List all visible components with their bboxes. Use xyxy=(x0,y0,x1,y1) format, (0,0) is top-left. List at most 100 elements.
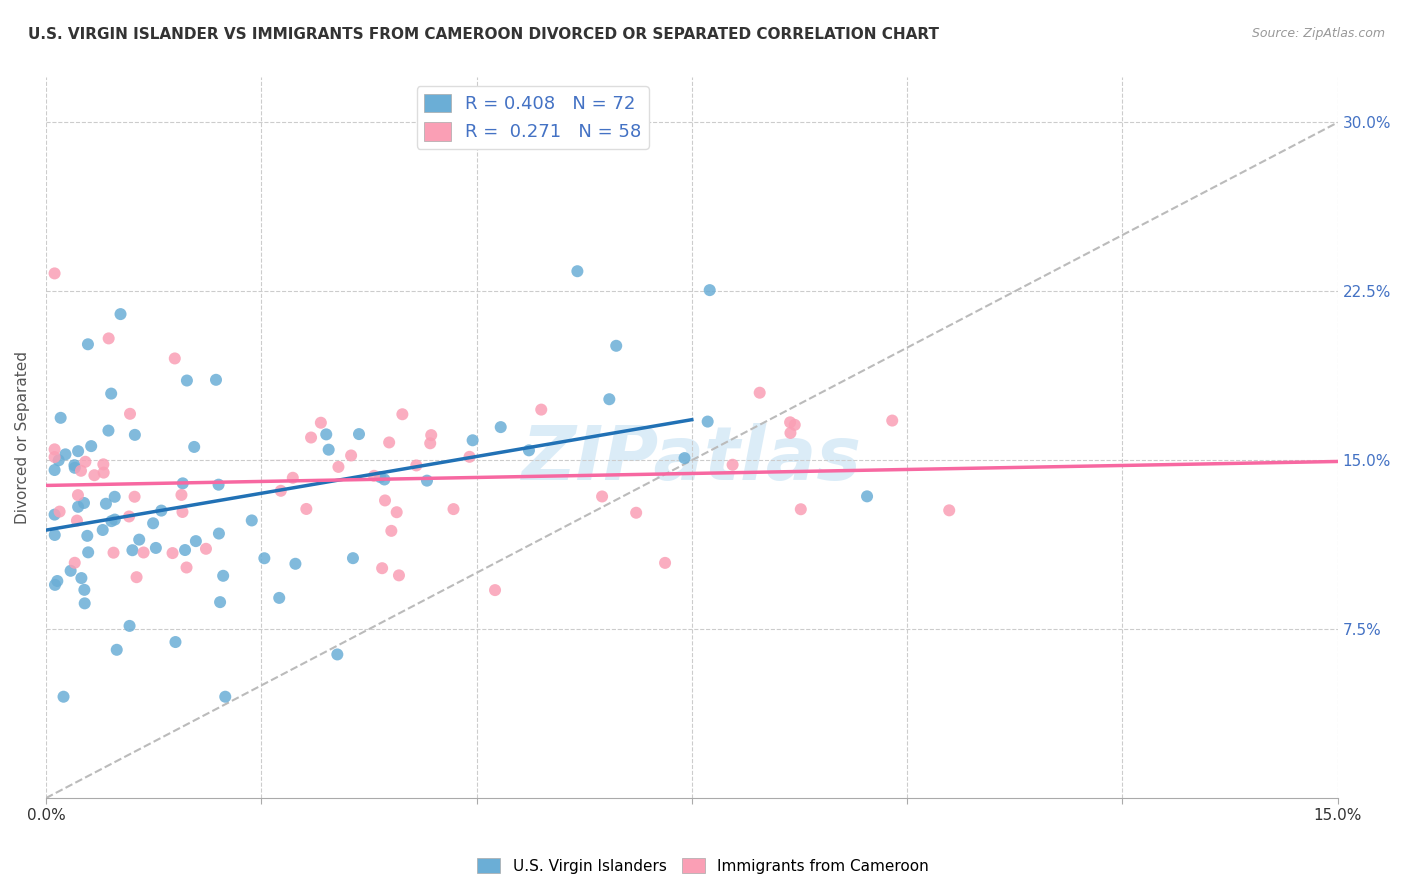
Point xyxy=(73,596,96,610)
Point xyxy=(699,283,721,297)
Point xyxy=(342,551,364,566)
Point xyxy=(443,502,465,516)
Point xyxy=(44,508,66,522)
Point xyxy=(489,420,512,434)
Point xyxy=(598,392,620,407)
Point xyxy=(748,385,770,400)
Point xyxy=(63,458,86,473)
Point xyxy=(281,471,304,485)
Point xyxy=(371,561,394,575)
Point xyxy=(380,524,402,538)
Point xyxy=(94,497,117,511)
Point xyxy=(624,506,647,520)
Point xyxy=(100,386,122,401)
Point xyxy=(208,526,231,541)
Point xyxy=(654,556,676,570)
Point xyxy=(517,443,540,458)
Point xyxy=(75,455,97,469)
Point xyxy=(269,591,291,605)
Point xyxy=(605,339,627,353)
Point xyxy=(461,434,484,448)
Point xyxy=(530,402,553,417)
Point xyxy=(63,556,86,570)
Point xyxy=(67,500,90,514)
Point xyxy=(142,516,165,531)
Text: Source: ZipAtlas.com: Source: ZipAtlas.com xyxy=(1251,27,1385,40)
Point xyxy=(172,476,194,491)
Point xyxy=(73,582,96,597)
Point xyxy=(783,417,806,432)
Point xyxy=(124,490,146,504)
Y-axis label: Divorced or Separated: Divorced or Separated xyxy=(15,351,30,524)
Point xyxy=(124,428,146,442)
Legend: R = 0.408   N = 72, R =  0.271   N = 58: R = 0.408 N = 72, R = 0.271 N = 58 xyxy=(416,87,650,149)
Point xyxy=(373,473,395,487)
Point xyxy=(105,642,128,657)
Point xyxy=(165,635,187,649)
Point xyxy=(59,564,82,578)
Point xyxy=(44,450,66,464)
Point xyxy=(97,424,120,438)
Point xyxy=(44,528,66,542)
Point xyxy=(374,493,396,508)
Point xyxy=(93,466,115,480)
Point xyxy=(420,428,443,442)
Point xyxy=(328,459,350,474)
Point xyxy=(83,468,105,483)
Point xyxy=(44,442,66,457)
Point xyxy=(673,451,696,466)
Legend: U.S. Virgin Islanders, Immigrants from Cameroon: U.S. Virgin Islanders, Immigrants from C… xyxy=(471,852,935,880)
Point xyxy=(118,509,141,524)
Point xyxy=(172,505,194,519)
Point xyxy=(55,447,77,461)
Point xyxy=(270,483,292,498)
Point xyxy=(207,477,229,491)
Text: U.S. VIRGIN ISLANDER VS IMMIGRANTS FROM CAMEROON DIVORCED OR SEPARATED CORRELATI: U.S. VIRGIN ISLANDER VS IMMIGRANTS FROM … xyxy=(28,27,939,42)
Point xyxy=(368,470,391,484)
Point xyxy=(378,435,401,450)
Point xyxy=(591,490,613,504)
Point xyxy=(77,545,100,559)
Point xyxy=(253,551,276,566)
Point xyxy=(150,503,173,517)
Point xyxy=(70,464,93,478)
Point xyxy=(696,415,718,429)
Point xyxy=(97,331,120,345)
Point xyxy=(48,505,70,519)
Point xyxy=(240,513,263,527)
Point xyxy=(309,416,332,430)
Point xyxy=(209,595,232,609)
Point xyxy=(46,574,69,588)
Point xyxy=(790,502,813,516)
Point xyxy=(70,571,93,585)
Point xyxy=(779,425,801,440)
Point xyxy=(938,503,960,517)
Point xyxy=(347,427,370,442)
Point xyxy=(77,337,100,351)
Point xyxy=(183,440,205,454)
Point xyxy=(104,513,127,527)
Text: ZIPatlas: ZIPatlas xyxy=(522,423,862,496)
Point xyxy=(66,488,89,502)
Point xyxy=(104,490,127,504)
Point xyxy=(295,502,318,516)
Point xyxy=(66,514,89,528)
Point xyxy=(205,373,228,387)
Point xyxy=(80,439,103,453)
Point xyxy=(163,351,186,366)
Point xyxy=(91,458,114,472)
Point xyxy=(416,474,439,488)
Point xyxy=(103,546,125,560)
Point xyxy=(363,468,385,483)
Point xyxy=(100,514,122,528)
Point xyxy=(385,505,408,519)
Point xyxy=(458,450,481,464)
Point xyxy=(315,427,337,442)
Point xyxy=(132,545,155,559)
Point xyxy=(76,529,98,543)
Point xyxy=(567,264,589,278)
Point xyxy=(162,546,184,560)
Point xyxy=(326,648,349,662)
Point xyxy=(299,430,322,444)
Point xyxy=(125,570,148,584)
